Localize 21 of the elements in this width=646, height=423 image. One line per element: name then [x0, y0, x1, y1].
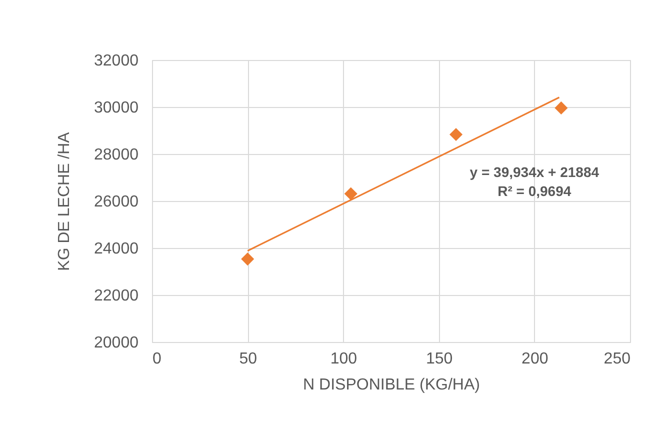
y-tick-label: 24000: [94, 240, 139, 258]
annotation: y = 39,934x + 21884: [470, 164, 600, 180]
y-axis-title: KG DE LECHE /HA: [56, 132, 74, 271]
point: [241, 252, 254, 266]
point: [449, 128, 463, 142]
y-tick-label: 28000: [94, 146, 139, 164]
y-tick-label: 30000: [94, 100, 139, 116]
y-tick-label: 20000: [94, 334, 139, 352]
x-tick-label: 150: [426, 350, 453, 368]
x-tick-label: 250: [604, 350, 631, 368]
point: [554, 101, 568, 114]
point: [344, 187, 358, 200]
x-tick-label: 100: [330, 350, 358, 368]
x-tick-label: 50: [239, 350, 258, 368]
x-tick-label: 200: [522, 350, 548, 368]
annotation: R² = 0,9694: [498, 182, 572, 199]
y-tick-label: 22000: [94, 288, 139, 304]
y-tick-label: 32000: [94, 52, 139, 70]
x-axis-title: N DISPONIBLE (KG/HA): [303, 376, 480, 394]
x-tick-label: 0: [152, 350, 162, 368]
y-tick-label: 26000: [94, 194, 139, 210]
